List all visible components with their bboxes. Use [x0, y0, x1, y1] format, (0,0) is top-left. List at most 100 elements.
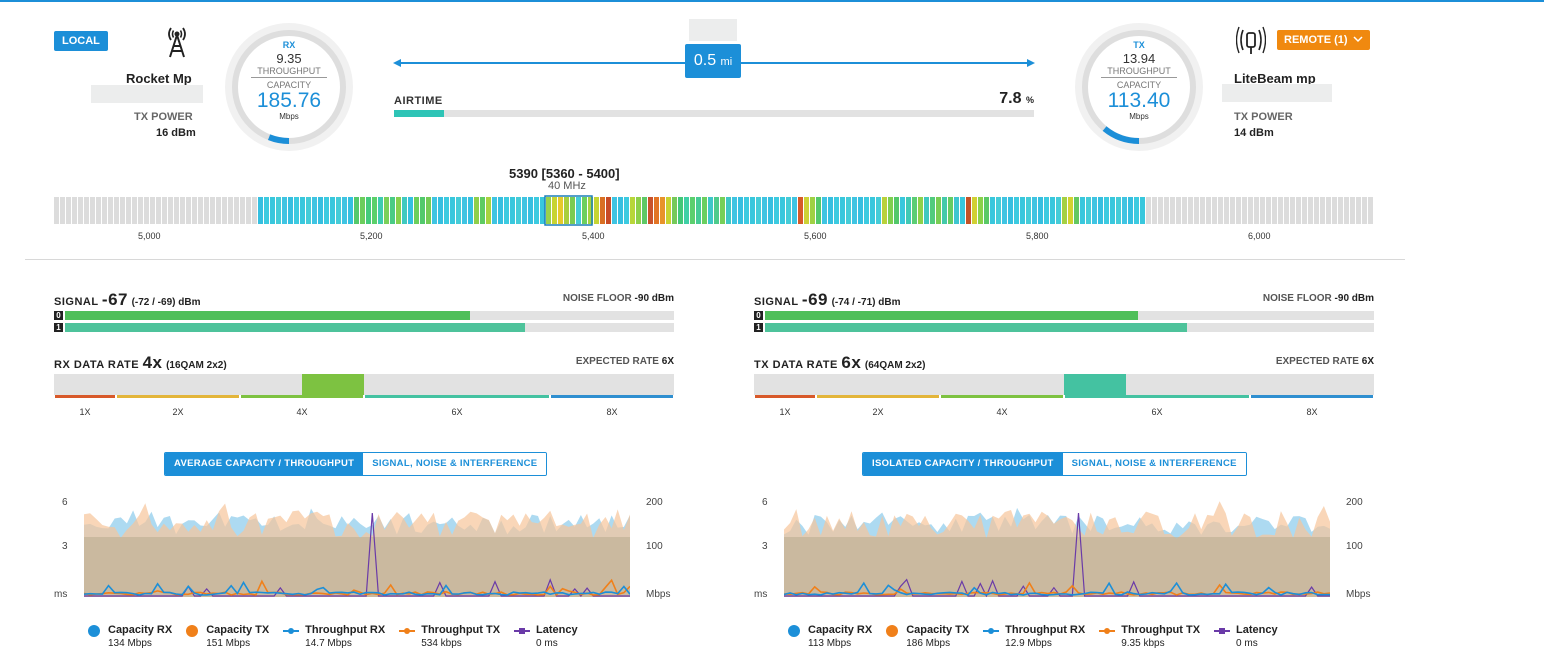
capacity-throughput-chart[interactable] — [84, 497, 630, 597]
spectrum-cell — [768, 197, 773, 224]
chain-tag: 1 — [54, 323, 63, 332]
spectrum-cell — [672, 197, 677, 224]
legend-item[interactable]: Capacity TX 186 Mbps — [886, 624, 969, 649]
airtime-bar-fill — [394, 110, 444, 117]
spectrum-cell — [426, 197, 431, 224]
tab-capacity-throughput[interactable]: AVERAGE CAPACITY / THROUGHPUT — [165, 453, 364, 475]
spectrum-cell — [1128, 197, 1133, 224]
channel-width-label: 40 MHz — [548, 180, 586, 192]
spectrum-cell — [876, 197, 881, 224]
tab-signal-noise[interactable]: SIGNAL, NOISE & INTERFERENCE — [1062, 453, 1246, 475]
local-tx-power-label: TX POWER — [134, 111, 193, 123]
spectrum-cell — [468, 197, 473, 224]
spectrum-cell — [1350, 197, 1355, 224]
spectrum-cell — [618, 197, 623, 224]
spectrum-cell — [258, 197, 263, 224]
spectrum-cell — [864, 197, 869, 224]
frequency-spectrum-bar[interactable] — [54, 195, 1374, 226]
legend-item[interactable]: Latency 0 ms — [514, 624, 578, 649]
legend-item[interactable]: Capacity RX 134 Mbps — [88, 624, 172, 649]
chart-legend: Capacity RX 113 Mbps Capacity TX 186 Mbps Th… — [788, 624, 1292, 649]
legend-series-name: Capacity TX — [206, 624, 270, 636]
spectrum-cell — [990, 197, 995, 224]
tab-capacity-throughput[interactable]: ISOLATED CAPACITY / THROUGHPUT — [863, 453, 1063, 475]
spectrum-cell — [948, 197, 953, 224]
frequency-tick-label: 6,000 — [1248, 231, 1271, 241]
spectrum-cell — [198, 197, 203, 224]
right-axis-label: Mbps — [646, 589, 671, 600]
spectrum-cell — [930, 197, 935, 224]
spectrum-cell — [708, 197, 713, 224]
legend-text: Capacity RX 134 Mbps — [108, 624, 172, 649]
spectrum-cell — [648, 197, 653, 224]
data-rate-value: 6x — [841, 353, 862, 372]
capacity-throughput-chart[interactable] — [784, 497, 1330, 597]
remote-badge-label: REMOTE (1) — [1284, 34, 1348, 46]
spectrum-cell — [1302, 197, 1307, 224]
spectrum-cell — [1092, 197, 1097, 224]
tab-signal-noise[interactable]: SIGNAL, NOISE & INTERFERENCE — [363, 453, 547, 475]
noise-floor-label: NOISE FLOOR — [1262, 293, 1332, 304]
current-rate-marker — [1064, 374, 1126, 395]
tx-throughput-label: THROUGHPUT — [1101, 66, 1177, 78]
spectrum-cell — [570, 197, 575, 224]
remote-device-dropdown[interactable]: REMOTE (1) — [1277, 30, 1370, 50]
local-hidden-field — [91, 85, 203, 103]
spectrum-cell — [186, 197, 191, 224]
legend-item[interactable]: Capacity RX 113 Mbps — [788, 624, 872, 649]
legend-series-name: Latency — [536, 624, 578, 636]
frequency-tick-label: 5,600 — [804, 231, 827, 241]
legend-square-icon — [514, 625, 531, 637]
left-axis-label: ms — [54, 589, 68, 600]
spectrum-cell — [1338, 197, 1343, 224]
spectrum-cell — [234, 197, 239, 224]
legend-series-name: Throughput RX — [1005, 624, 1086, 636]
spectrum-cell — [1086, 197, 1091, 224]
legend-series-value: 0 ms — [1236, 638, 1258, 649]
spectrum-cell — [366, 197, 371, 224]
spectrum-cell — [1002, 197, 1007, 224]
spectrum-cell — [288, 197, 293, 224]
selected-channel-marker[interactable] — [544, 195, 593, 226]
spectrum-cell — [1068, 197, 1073, 224]
rx-gauge-fill — [232, 30, 346, 144]
spectrum-cell — [1308, 197, 1313, 224]
spectrum-cell — [1320, 197, 1325, 224]
spectrum-cell — [1044, 197, 1049, 224]
spectrum-cell — [900, 197, 905, 224]
legend-item[interactable]: Throughput RX 14.7 Mbps — [283, 624, 385, 649]
legend-series-value: 134 Mbps — [108, 638, 152, 649]
local-tx-power-value: 16 dBm — [156, 127, 196, 139]
remote-tx-power-label: TX POWER — [1234, 111, 1293, 123]
spectrum-cell — [90, 197, 95, 224]
spectrum-cell — [144, 197, 149, 224]
spectrum-cell — [702, 197, 707, 224]
spectrum-cell — [960, 197, 965, 224]
rate-band-segment — [365, 395, 549, 398]
spectrum-cell — [732, 197, 737, 224]
signal-range: (-74 / -71) dBm — [831, 297, 901, 308]
legend-item[interactable]: Throughput RX 12.9 Mbps — [983, 624, 1085, 649]
legend-item[interactable]: Latency 0 ms — [1214, 624, 1278, 649]
expected-rate: EXPECTED RATE 6X — [1174, 356, 1374, 367]
spectrum-cell — [1356, 197, 1361, 224]
spectrum-cell — [354, 197, 359, 224]
rate-band-segment — [117, 395, 239, 398]
legend-square-icon — [1214, 625, 1231, 637]
spectrum-cell — [540, 197, 545, 224]
spectrum-cell — [738, 197, 743, 224]
spectrum-cell — [78, 197, 83, 224]
spectrum-cell — [780, 197, 785, 224]
legend-item[interactable]: Capacity TX 151 Mbps — [186, 624, 269, 649]
spectrum-cell — [210, 197, 215, 224]
legend-text: Capacity TX 186 Mbps — [906, 624, 969, 649]
legend-text: Latency 0 ms — [1236, 624, 1278, 649]
legend-series-name: Capacity RX — [108, 624, 173, 636]
legend-item[interactable]: Throughput TX 9.35 kbps — [1099, 624, 1200, 649]
signal-value: -69 — [801, 290, 828, 309]
tx-direction-label: TX — [1133, 40, 1145, 50]
spectrum-cell — [1152, 197, 1157, 224]
legend-dot-icon — [886, 625, 899, 637]
legend-item[interactable]: Throughput TX 534 kbps — [399, 624, 500, 649]
spectrum-cell — [684, 197, 689, 224]
